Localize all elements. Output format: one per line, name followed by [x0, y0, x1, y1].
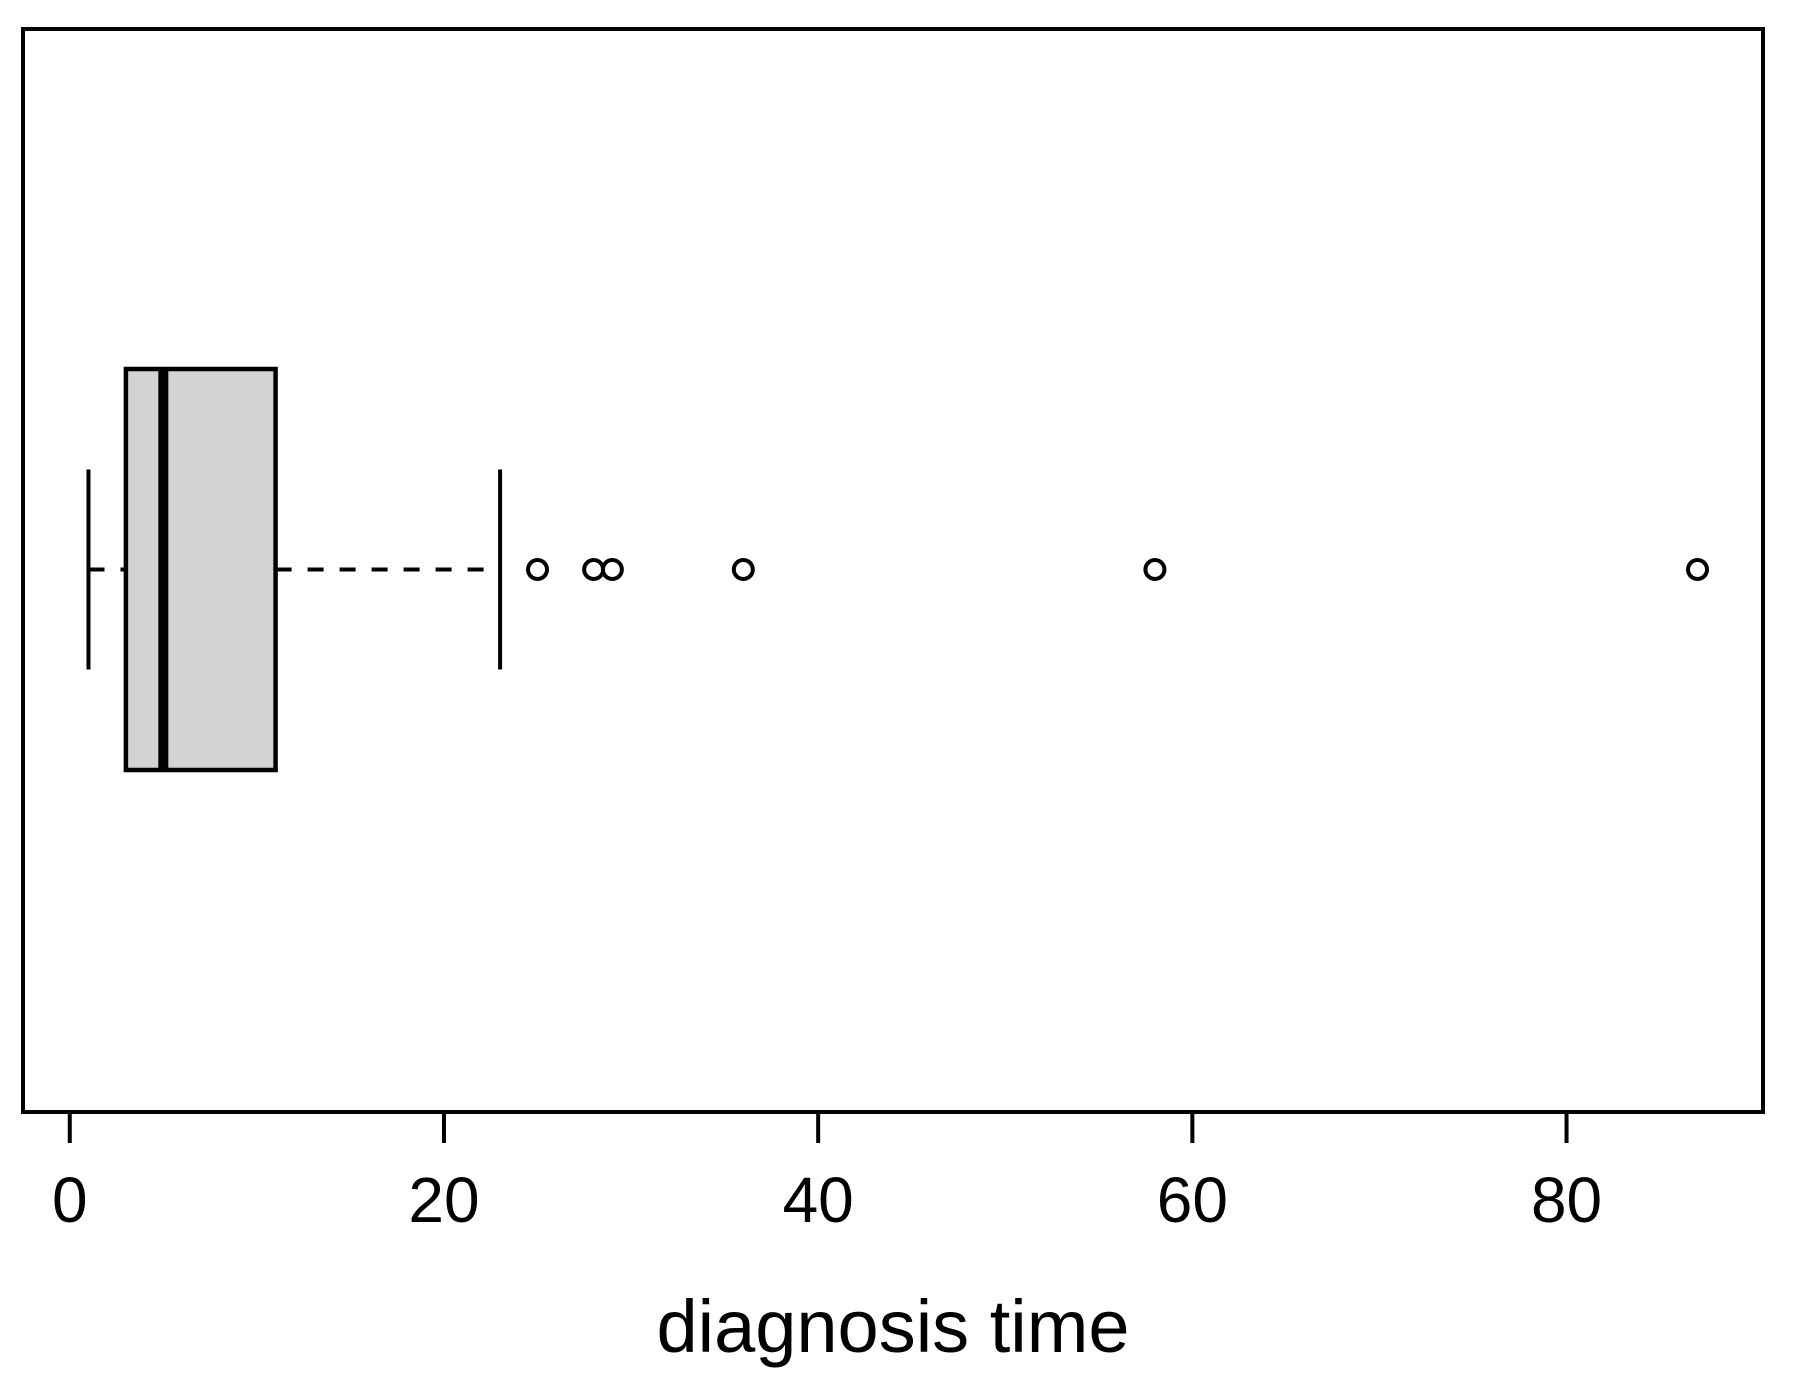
x-axis-tick-label: 20	[408, 1164, 479, 1236]
x-axis-tick-label: 0	[52, 1164, 88, 1236]
outlier-point	[1686, 558, 1710, 581]
outliers-layer	[526, 558, 1710, 581]
x-axis-tick-label: 40	[783, 1164, 854, 1236]
outlier-point	[582, 558, 606, 581]
outlier-point	[526, 558, 550, 581]
x-axis: 0 20 40 60 80	[52, 1112, 1602, 1236]
x-axis-tick-label: 80	[1531, 1164, 1602, 1236]
outlier-point	[600, 558, 624, 581]
outlier-point	[1143, 558, 1167, 581]
iqr-box	[123, 366, 278, 773]
whiskers-layer	[86, 469, 503, 670]
box-layer	[123, 366, 278, 773]
plot-frame	[21, 27, 1765, 1114]
x-axis-tick-label: 60	[1157, 1164, 1228, 1236]
x-axis-label: diagnosis time	[656, 1285, 1129, 1368]
outlier-point	[731, 558, 755, 581]
